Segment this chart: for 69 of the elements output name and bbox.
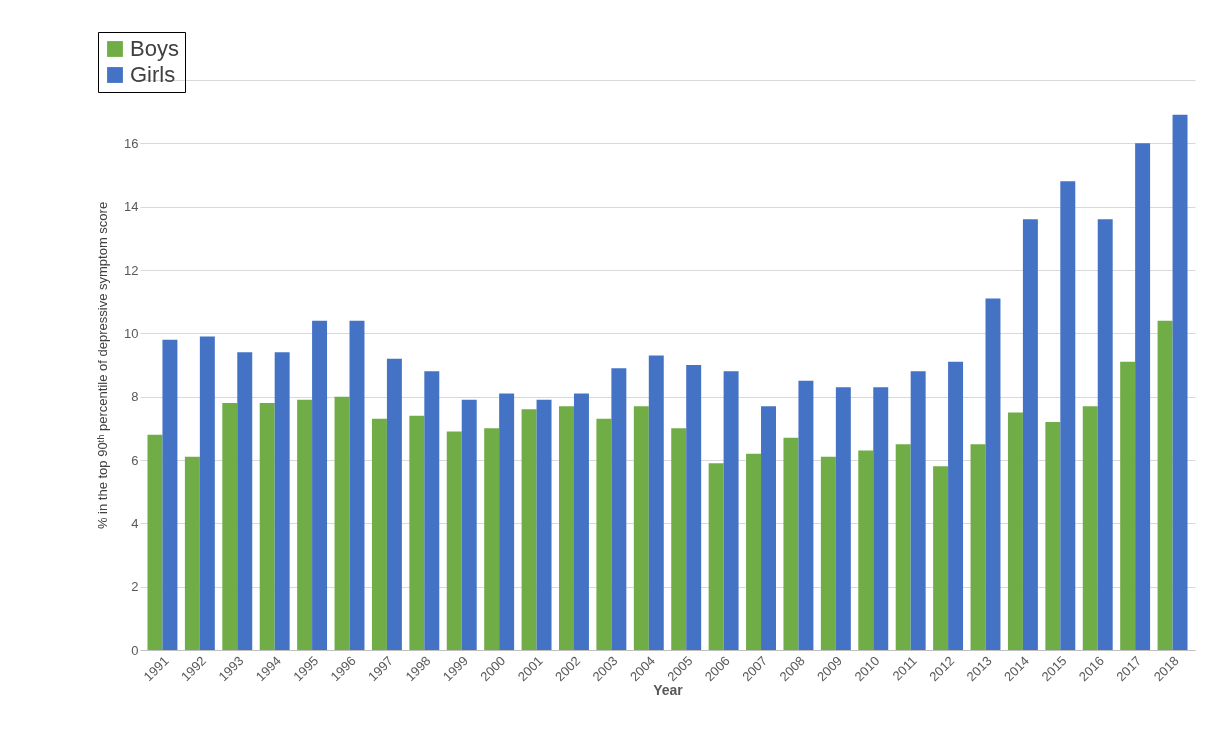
bar	[386, 358, 402, 650]
bar	[1097, 219, 1113, 650]
bar	[484, 428, 500, 650]
bar	[199, 336, 215, 650]
bar	[1022, 219, 1038, 650]
x-axis-title: Year	[653, 682, 684, 699]
bar	[184, 456, 200, 650]
bar	[1157, 320, 1173, 650]
bar	[723, 371, 739, 650]
bar	[596, 418, 612, 650]
bar	[708, 463, 724, 650]
bar	[798, 380, 814, 650]
bar	[1120, 361, 1136, 650]
bar	[1060, 181, 1076, 650]
bar	[948, 361, 964, 650]
bar	[933, 466, 949, 650]
bar	[499, 393, 515, 650]
bar	[162, 339, 178, 650]
bar	[820, 456, 836, 650]
bar	[671, 428, 687, 650]
y-tick-label: 12	[124, 262, 139, 278]
y-tick-label: 0	[131, 642, 139, 658]
y-tick-label: 10	[124, 325, 139, 341]
bar	[259, 403, 275, 650]
bar	[312, 320, 328, 650]
bar	[1007, 412, 1023, 650]
bar	[648, 355, 664, 650]
bar	[686, 365, 702, 650]
bar	[371, 418, 387, 650]
bar	[559, 406, 574, 650]
bar	[334, 396, 350, 650]
bar	[895, 444, 911, 650]
y-axis-title: % in the top 90ᵗʰ percentile of depressive symptom score	[95, 201, 111, 530]
bar	[746, 453, 762, 650]
bar	[461, 399, 477, 650]
bar	[222, 403, 238, 650]
y-tick-label: 2	[131, 579, 139, 595]
bar	[573, 393, 589, 650]
bar	[297, 399, 313, 650]
bar	[910, 371, 926, 650]
bar	[349, 320, 365, 650]
bar	[424, 371, 440, 650]
bar	[611, 368, 627, 650]
bar	[147, 434, 163, 650]
legend-label: Boys	[130, 36, 179, 61]
bar	[985, 298, 1001, 650]
y-tick-label: 14	[124, 199, 139, 215]
bar	[761, 406, 776, 650]
bar	[1045, 422, 1061, 650]
bar	[1172, 114, 1188, 650]
bar	[521, 409, 537, 650]
bar	[274, 352, 290, 650]
y-tick-label: 16	[124, 135, 139, 151]
bar	[835, 387, 851, 650]
bar	[783, 437, 799, 650]
bar	[237, 352, 253, 650]
y-tick-label: 4	[131, 515, 139, 531]
bar	[536, 399, 552, 650]
bar	[1082, 406, 1098, 650]
bar	[873, 387, 889, 650]
bar	[446, 431, 462, 650]
bar	[1135, 143, 1151, 650]
y-tick-label: 8	[131, 389, 139, 405]
bar	[633, 406, 649, 650]
bar	[970, 444, 986, 650]
y-tick-label: 6	[131, 452, 139, 468]
bar	[858, 450, 874, 650]
bar	[409, 415, 425, 650]
legend-label: Girls	[130, 62, 176, 87]
